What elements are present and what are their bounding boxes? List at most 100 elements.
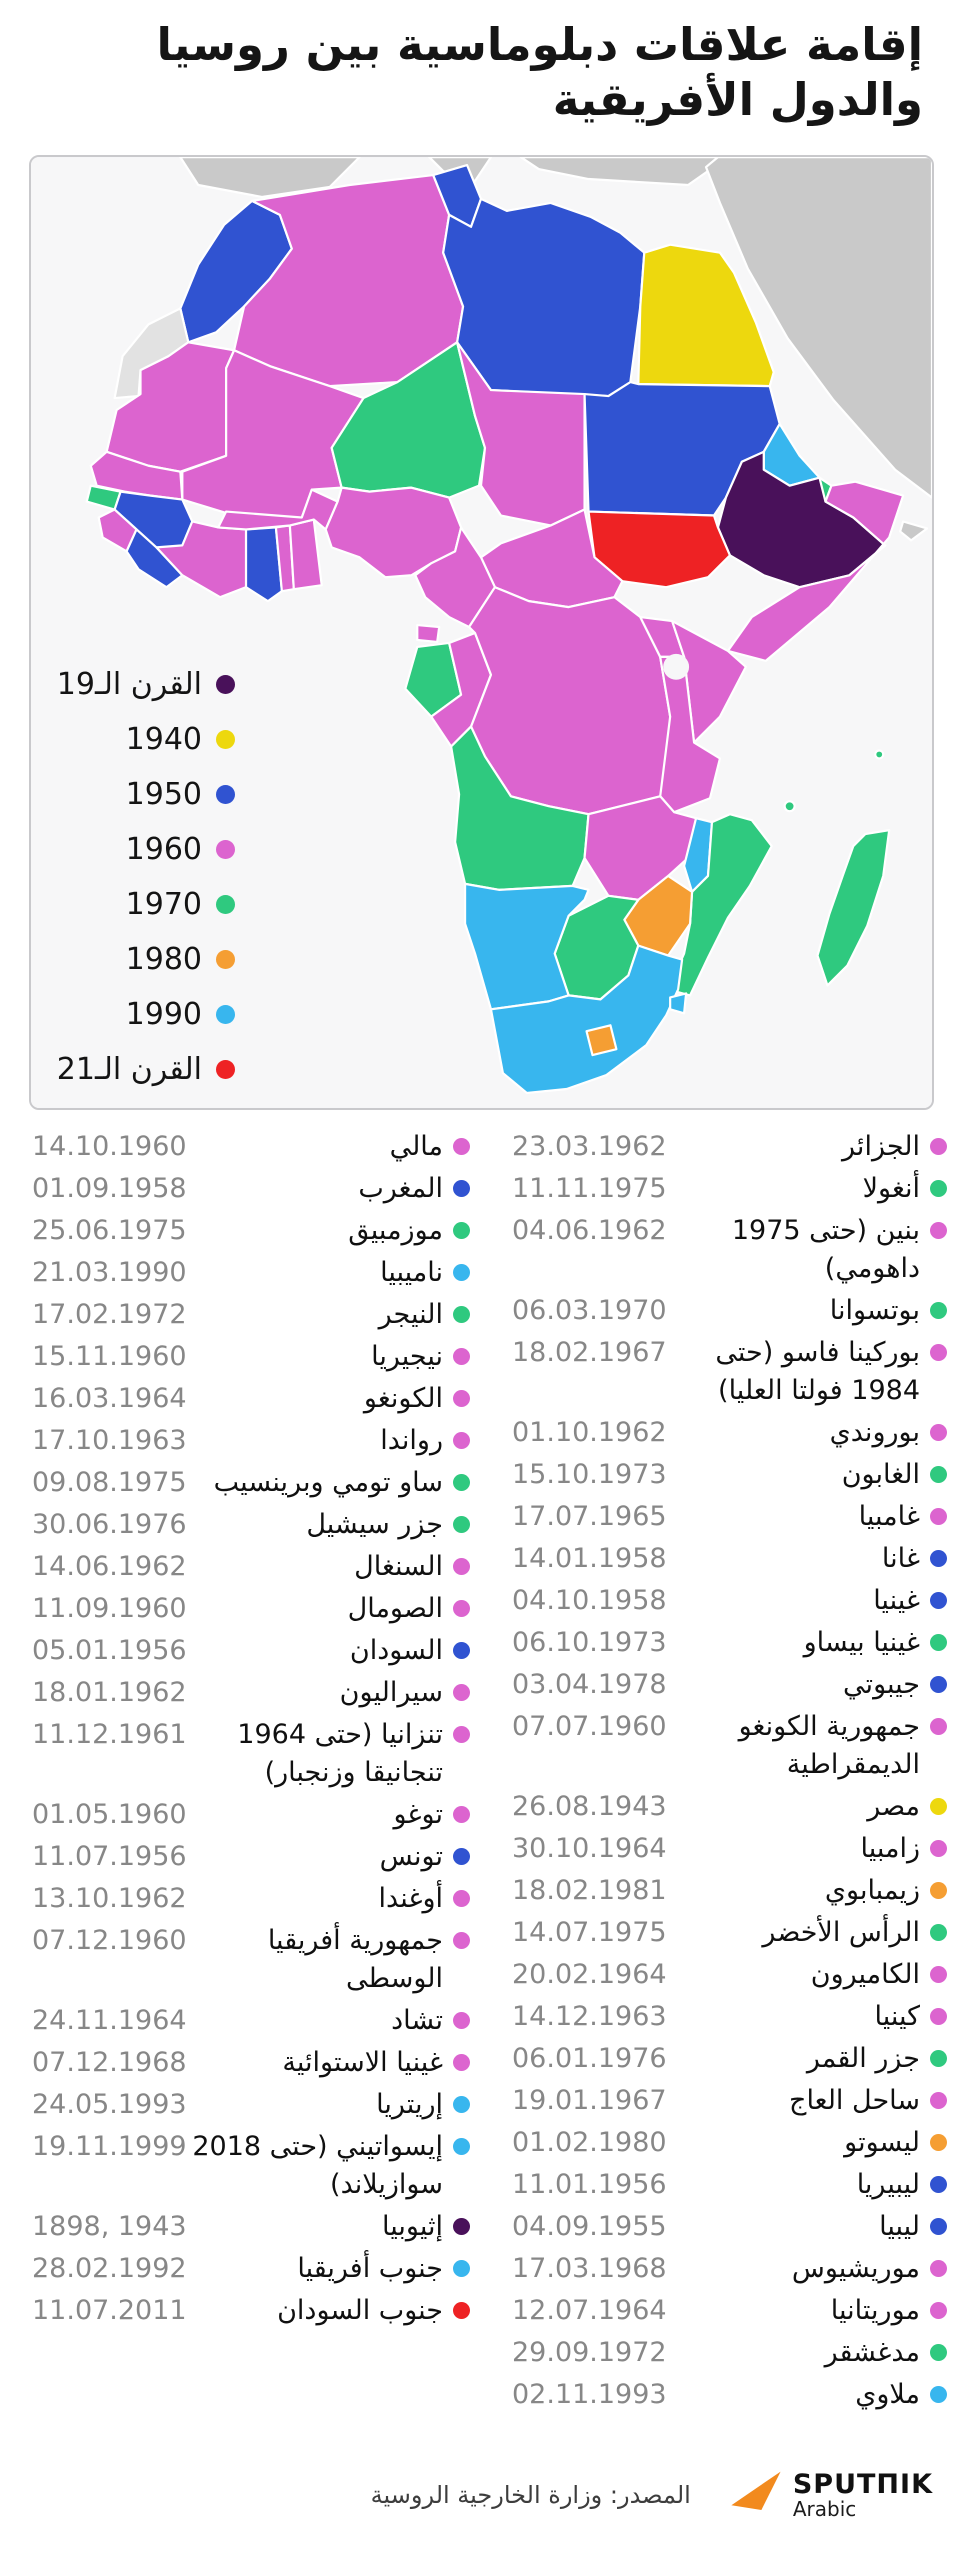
country-list-item: 16.03.1964 الكونغو bbox=[20, 1380, 470, 1418]
country-name: تونس bbox=[379, 1841, 443, 1872]
country-list-item: 06.10.1973 غينيا بيساو bbox=[500, 1624, 947, 1662]
map-country-cameroon bbox=[414, 526, 497, 629]
footer: المصدر: وزارة الخارجية الروسية SPUTΠIK A… bbox=[30, 2468, 933, 2522]
relation-date: 04.09.1955 bbox=[512, 2211, 667, 2242]
decade-dot bbox=[930, 1180, 947, 1197]
country-name: ليبيا bbox=[879, 2211, 920, 2242]
sputnik-arrow-icon bbox=[731, 2471, 781, 2510]
relation-date: 26.08.1943 bbox=[512, 1791, 667, 1822]
relation-date: 18.02.1967 bbox=[512, 1337, 667, 1368]
decade-dot bbox=[930, 1676, 947, 1693]
decade-dot bbox=[930, 1634, 947, 1651]
decade-dot bbox=[453, 1474, 470, 1491]
relation-date: 30.06.1976 bbox=[32, 1509, 187, 1540]
country-list-item: 20.02.1964 الكاميرون bbox=[500, 1956, 947, 1994]
country-list-right-column: 23.03.1962 الجزائر 11.11.1975 أنغولا 04.06.1… bbox=[500, 1128, 947, 2418]
relation-date: 17.07.1965 bbox=[512, 1501, 667, 1532]
relation-date: 03.04.1978 bbox=[512, 1669, 667, 1700]
map-country-namibia bbox=[463, 882, 590, 1011]
relation-date: 19.01.1967 bbox=[512, 2085, 667, 2116]
map-country-somalia bbox=[726, 480, 905, 662]
decade-dot bbox=[453, 1138, 470, 1155]
country-list-item: 14.10.1960 مالي bbox=[20, 1128, 470, 1166]
map-land-socotra bbox=[899, 520, 929, 542]
country-list-item: 18.02.1967 بوركينا فاسو (حتى 1984 فولتا ا… bbox=[500, 1334, 947, 1410]
country-list-item: 23.03.1962 الجزائر bbox=[500, 1128, 947, 1166]
decade-dot bbox=[453, 1806, 470, 1823]
country-name: جزر سيشيل bbox=[306, 1509, 443, 1540]
legend-label: القرن الـ21 bbox=[56, 1052, 202, 1087]
legend-color-dot bbox=[216, 1060, 235, 1079]
country-name: ليبيريا bbox=[856, 2169, 920, 2200]
decade-dot bbox=[930, 1550, 947, 1567]
country-list-item: 13.10.1962 أوغندا bbox=[20, 1880, 470, 1918]
country-list-item: 04.09.1955 ليبيا bbox=[500, 2208, 947, 2246]
country-list-item: 09.08.1975 ساو تومي وبرينسيب bbox=[20, 1464, 470, 1502]
country-list-item: 19.11.1999 إيسواتيني (حتى 2018 سوازيلاند) bbox=[20, 2128, 470, 2204]
relation-date: 06.01.1976 bbox=[512, 2043, 667, 2074]
country-name: مصر bbox=[867, 1791, 920, 1822]
country-list-item: 15.11.1960 نيجيريا bbox=[20, 1338, 470, 1376]
country-list-item: 01.10.1962 بوروندي bbox=[500, 1414, 947, 1452]
country-list-item: 07.12.1968 غينيا الاستوائية bbox=[20, 2044, 470, 2082]
country-name: جمهورية أفريقيا الوسطى bbox=[267, 1925, 443, 1994]
decade-dot bbox=[930, 2260, 947, 2277]
relation-date: 25.06.1975 bbox=[32, 1215, 187, 1246]
map-country-sudan bbox=[583, 381, 781, 517]
country-list-item: 1898, 1943 إثيوبيا bbox=[20, 2208, 470, 2246]
decade-dot bbox=[930, 1302, 947, 1319]
decade-dot bbox=[453, 1348, 470, 1365]
decade-dot bbox=[453, 1516, 470, 1533]
country-name: مدغشقر bbox=[824, 2337, 920, 2368]
country-name: الصومال bbox=[347, 1593, 443, 1624]
relation-date: 1898, 1943 bbox=[32, 2211, 187, 2242]
country-name: كينيا bbox=[874, 2001, 920, 2032]
country-name: أنغولا bbox=[862, 1173, 920, 1204]
country-name: تنزانيا (حتى 1964 تنجانيقا وزنجبار) bbox=[237, 1719, 443, 1788]
country-name: ناميبيا bbox=[380, 1257, 443, 1288]
relation-date: 04.06.1962 bbox=[512, 1215, 667, 1246]
relation-date: 29.09.1972 bbox=[512, 2337, 667, 2368]
relation-date: 20.02.1964 bbox=[512, 1959, 667, 1990]
country-list-item: 30.06.1976 جزر سيشيل bbox=[20, 1506, 470, 1544]
country-list-item: 19.01.1967 ساحل العاج bbox=[500, 2082, 947, 2120]
country-name: جيبوتي bbox=[843, 1669, 920, 1700]
relation-date: 17.10.1963 bbox=[32, 1425, 187, 1456]
relation-date: 16.03.1964 bbox=[32, 1383, 187, 1414]
decade-dot bbox=[453, 1264, 470, 1281]
legend-item: 1960 bbox=[55, 822, 235, 877]
country-list-item: 11.12.1961 تنزانيا (حتى 1964 تنجانيقا وزن… bbox=[20, 1716, 470, 1792]
brand-name: SPUTΠIK bbox=[792, 2468, 933, 2500]
map-country-zambia bbox=[583, 795, 698, 901]
country-name: الغابون bbox=[841, 1459, 920, 1490]
decade-dot bbox=[453, 1222, 470, 1239]
map-country-algeria bbox=[233, 173, 465, 388]
map-country-comoros bbox=[783, 800, 796, 813]
country-list-item: 04.10.1958 غينيا bbox=[500, 1582, 947, 1620]
country-list-item: 14.07.1975 الرأس الأخضر bbox=[500, 1914, 947, 1952]
legend-color-dot bbox=[216, 785, 235, 804]
relation-date: 14.10.1960 bbox=[32, 1131, 187, 1162]
country-list-item: 03.04.1978 جيبوتي bbox=[500, 1666, 947, 1704]
legend-label: 1990 bbox=[125, 997, 202, 1032]
decade-dot bbox=[453, 1642, 470, 1659]
country-name: جنوب السودان bbox=[277, 2295, 443, 2326]
relation-date: 14.12.1963 bbox=[512, 2001, 667, 2032]
country-name: إيسواتيني (حتى 2018 سوازيلاند) bbox=[192, 2131, 443, 2200]
relation-date: 01.02.1980 bbox=[512, 2127, 667, 2158]
country-list-item: 28.02.1992 جنوب أفريقيا bbox=[20, 2250, 470, 2288]
relation-date: 17.03.1968 bbox=[512, 2253, 667, 2284]
country-list-left-column: 14.10.1960 مالي 01.09.1958 المغرب 25.06.1975… bbox=[20, 1128, 470, 2334]
decade-dot bbox=[930, 2176, 947, 2193]
legend-label: القرن الـ19 bbox=[56, 667, 202, 702]
map-country-seychelles bbox=[874, 749, 885, 760]
relation-date: 14.01.1958 bbox=[512, 1543, 667, 1574]
country-name: ملاوي bbox=[855, 2379, 920, 2410]
country-name: السنغال bbox=[354, 1551, 443, 1582]
country-name: غينيا بيساو bbox=[803, 1627, 920, 1658]
relation-date: 11.11.1975 bbox=[512, 1173, 667, 1204]
country-list-item: 18.01.1962 سيراليون bbox=[20, 1674, 470, 1712]
relation-date: 01.09.1958 bbox=[32, 1173, 187, 1204]
decade-dot bbox=[453, 1600, 470, 1617]
map-country-lesotho bbox=[585, 1024, 618, 1057]
